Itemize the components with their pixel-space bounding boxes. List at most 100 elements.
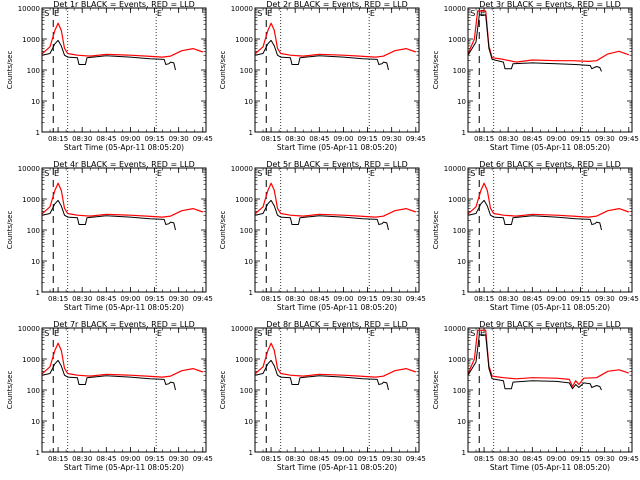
flag-s-label: S [257, 169, 262, 178]
x-tick-label: 09:15 [357, 135, 377, 143]
flag-s-label: S [257, 9, 262, 18]
y-tick-label: 10 [244, 258, 253, 266]
y-tick-label: 1 [249, 449, 253, 457]
x-tick-label: 08:15 [48, 455, 68, 463]
y-axis-label: Counts/sec [432, 371, 440, 410]
y-tick-label: 1 [462, 289, 466, 297]
plot-frame [254, 7, 420, 133]
y-tick-label: 1000 [22, 356, 40, 364]
x-tick-label: 09:15 [570, 135, 590, 143]
flag-e-label-2: E [157, 329, 162, 338]
y-axis-label: Counts/sec [6, 371, 14, 410]
y-tick-label: 10000 [231, 165, 253, 173]
y-tick-label: 1000 [235, 196, 253, 204]
y-tick-label: 10 [457, 258, 466, 266]
y-axis-label: Counts/sec [219, 211, 227, 250]
y-tick-label: 10 [31, 258, 40, 266]
x-tick-label: 09:15 [570, 455, 590, 463]
flag-s-label: S [257, 329, 262, 338]
lld-series-line [254, 182, 416, 218]
y-tick-label: 1000 [22, 196, 40, 204]
panel-8: Det 8r BLACK = Events, RED = LLD 1 10 100 10… [219, 320, 426, 472]
x-tick-label: 09:45 [406, 295, 426, 303]
events-series-line [467, 199, 602, 231]
events-series-line [41, 39, 176, 71]
lld-series-line [467, 182, 629, 218]
y-tick-label: 1 [249, 289, 253, 297]
x-tick-label: 09:30 [382, 135, 402, 143]
x-tick-label: 09:15 [570, 295, 590, 303]
x-tick-label: 08:30 [72, 295, 92, 303]
flag-s-label: S [44, 329, 49, 338]
events-series-line [254, 199, 389, 231]
x-tick-label: 09:45 [193, 295, 213, 303]
x-tick-label: 08:30 [498, 295, 518, 303]
x-tick-label: 08:15 [474, 295, 494, 303]
y-tick-label: 1 [462, 129, 466, 137]
y-tick-label: 1 [249, 129, 253, 137]
y-tick-label: 10 [244, 98, 253, 106]
x-tick-label: 08:15 [474, 135, 494, 143]
x-tick-label: 08:45 [309, 295, 329, 303]
y-tick-label: 10000 [231, 325, 253, 333]
y-axis-label: Counts/sec [6, 51, 14, 90]
panel-title: Det 8r BLACK = Events, RED = LLD [266, 320, 408, 329]
x-tick-label: 08:15 [261, 295, 281, 303]
y-tick-label: 100 [240, 67, 253, 75]
y-tick-label: 10 [31, 418, 40, 426]
plot-frame [254, 167, 420, 293]
panel-title: Det 5r BLACK = Events, RED = LLD [266, 160, 408, 169]
y-tick-label: 100 [27, 227, 40, 235]
x-tick-label: 09:15 [357, 455, 377, 463]
plot-frame [41, 167, 207, 293]
x-tick-label: 08:45 [522, 455, 542, 463]
x-tick-label: 08:15 [261, 135, 281, 143]
lld-series-line [467, 329, 629, 388]
y-tick-label: 1 [462, 449, 466, 457]
flag-e-label: E [480, 329, 485, 338]
flag-e-label-2: E [583, 169, 588, 178]
flag-e-label: E [54, 9, 59, 18]
x-tick-label: 08:30 [498, 455, 518, 463]
y-tick-label: 100 [453, 387, 466, 395]
x-tick-label: 08:45 [309, 455, 329, 463]
x-tick-label: 09:00 [333, 135, 353, 143]
x-tick-label: 09:30 [595, 135, 615, 143]
y-tick-label: 10 [244, 418, 253, 426]
y-tick-label: 10 [457, 98, 466, 106]
x-tick-label: 09:00 [546, 455, 566, 463]
y-tick-label: 10000 [444, 5, 466, 13]
x-axis-label: Start Time (05-Apr-11 08:05:20) [64, 303, 184, 312]
x-tick-label: 08:45 [96, 455, 116, 463]
y-tick-label: 10000 [18, 165, 40, 173]
flag-e-label-2: E [583, 9, 588, 18]
y-tick-label: 10 [31, 98, 40, 106]
y-tick-label: 100 [240, 227, 253, 235]
panel-title: Det 3r BLACK = Events, RED = LLD [479, 0, 621, 9]
lld-series-line [254, 22, 416, 58]
plot-frame [467, 327, 633, 453]
x-tick-label: 09:30 [169, 135, 189, 143]
y-axis-label: Counts/sec [432, 51, 440, 90]
events-series-line [254, 39, 389, 71]
x-tick-label: 09:15 [357, 295, 377, 303]
x-tick-label: 09:00 [120, 455, 140, 463]
y-tick-label: 1000 [235, 36, 253, 44]
flag-e-label: E [480, 9, 485, 18]
x-tick-label: 08:15 [261, 455, 281, 463]
flag-s-label: S [470, 9, 475, 18]
panel-3: Det 3r BLACK = Events, RED = LLD 1 10 100 10… [432, 0, 639, 152]
panel-title: Det 4r BLACK = Events, RED = LLD [53, 160, 195, 169]
x-tick-label: 09:30 [382, 455, 402, 463]
y-tick-label: 10000 [444, 165, 466, 173]
x-tick-label: 09:00 [333, 295, 353, 303]
x-tick-label: 08:45 [522, 295, 542, 303]
x-tick-label: 09:45 [619, 135, 639, 143]
flag-e-label: E [54, 329, 59, 338]
y-tick-label: 1 [36, 289, 40, 297]
events-series-line [467, 334, 602, 391]
flag-e-label-2: E [370, 329, 375, 338]
y-tick-label: 1000 [448, 196, 466, 204]
panel-6: Det 6r BLACK = Events, RED = LLD 1 10 100 10… [432, 160, 639, 312]
y-tick-label: 10000 [444, 325, 466, 333]
